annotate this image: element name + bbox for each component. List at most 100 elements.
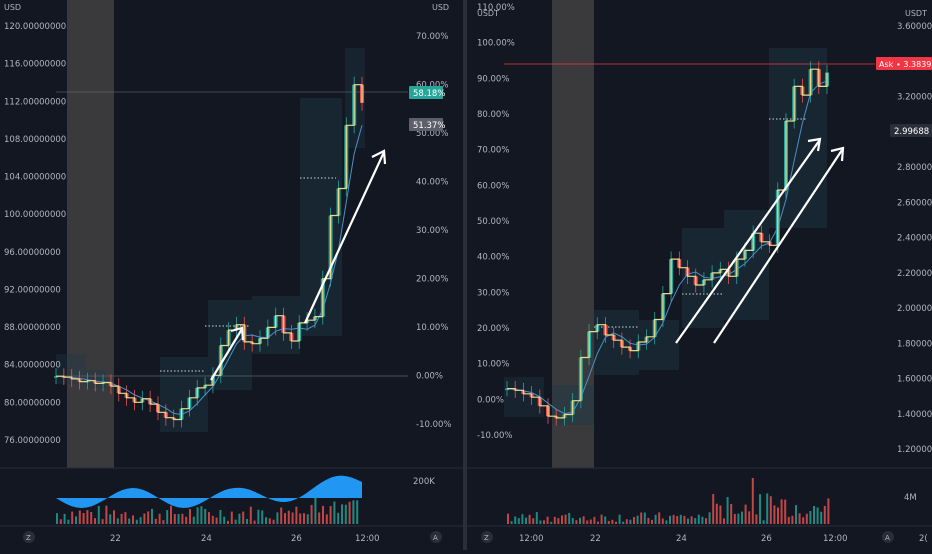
right-volume-bar-15 <box>561 515 563 524</box>
right-volume-bar-58 <box>715 503 718 524</box>
left-volume-bar-41 <box>211 515 214 524</box>
left-candle-0 <box>54 376 58 378</box>
right-time-tick-5: 12:00 <box>823 534 848 544</box>
left-volume-bar-60 <box>284 513 286 524</box>
right-ask-badge-label: Ask ∙ 3.38395 <box>879 60 932 69</box>
left-volume-bar-50 <box>246 519 248 524</box>
left-volume-bar-58 <box>276 512 279 524</box>
right-price-tick-5: 2.60000 <box>897 198 932 208</box>
right-pct-tick-7: 40.00% <box>477 253 509 263</box>
left-price-tick-5: 100.00000000 <box>4 210 66 220</box>
left-volume-bar-59 <box>280 507 283 524</box>
right-volume-bar-63 <box>733 513 736 524</box>
right-volume-bar-64 <box>737 513 740 524</box>
left-volume-bar-8 <box>86 510 89 524</box>
left-volume-bar-35 <box>189 509 191 524</box>
right-auto-scale-icon[interactable]: A <box>882 531 894 543</box>
right-auto-letter: A <box>885 534 890 542</box>
right-volume-bar-52 <box>694 518 697 524</box>
left-volume-bar-33 <box>181 513 184 524</box>
right-volume-bar-61 <box>726 497 729 524</box>
right-price-tick-0: 3.60000 <box>897 22 932 32</box>
left-volume-bar-43 <box>219 510 222 524</box>
right-volume-bar-59 <box>719 505 722 524</box>
left-currency-label-right: USD <box>432 3 449 12</box>
right-volume-bar-78 <box>787 516 790 524</box>
right-volume-bar-37 <box>640 512 643 524</box>
left-volume-bar-5 <box>75 516 77 524</box>
right-volume-bar-26 <box>600 514 603 524</box>
right-volume-bar-35 <box>633 517 635 524</box>
right-time-tick-6: 2( <box>919 534 928 544</box>
right-volume-bar-60 <box>723 518 725 524</box>
left-volume-bar-44 <box>223 516 226 524</box>
right-volume-bar-65 <box>741 511 743 524</box>
right-percent-axis[interactable]: 110.00% 100.00% 90.00% 80.00% 70.00% 60.00% 50… <box>477 3 515 441</box>
left-chart-pane[interactable]: 120.00000000 116.00000000 112.00000000 108.… <box>0 0 463 550</box>
left-zoom-icon[interactable]: Z <box>23 531 35 543</box>
left-chart-svg[interactable]: 120.00000000 116.00000000 112.00000000 108.… <box>0 0 463 550</box>
right-price-tick-9: 1.80000 <box>897 339 932 349</box>
right-pct-tick-4: 70.00% <box>477 146 509 156</box>
right-volume-bar-53 <box>697 514 700 524</box>
right-price-tick-12: 1.20000 <box>897 445 932 455</box>
left-volume-bar-20 <box>132 515 134 524</box>
right-price-tick-7: 2.20000 <box>897 269 932 279</box>
left-price-tick-4: 104.00000000 <box>4 173 66 183</box>
right-currency-label-right: USDT <box>905 9 927 18</box>
right-chart-pane[interactable]: 110.00% 100.00% 90.00% 80.00% 70.00% 60.00% 50… <box>467 0 932 550</box>
right-volume-bar-79 <box>791 515 794 524</box>
right-pct-tick-3: 80.00% <box>477 110 509 120</box>
left-volume-bar-12 <box>101 519 104 524</box>
right-pct-tick-8: 30.00% <box>477 288 509 298</box>
right-volume-bar-46 <box>672 514 675 524</box>
right-price-tick-11: 1.40000 <box>897 410 932 420</box>
left-volume-bar-68 <box>314 497 317 524</box>
left-arrow-1 <box>210 326 245 381</box>
right-currency-label-left: USDT <box>477 9 499 18</box>
left-price-axis[interactable]: 120.00000000 116.00000000 112.00000000 108.… <box>4 22 66 446</box>
right-volume-bar-9 <box>539 520 542 524</box>
left-percent-axis[interactable]: 70.00% 60.00% 50.00% 40.00% 30.00% 20.00% 10.0… <box>416 32 451 430</box>
pane-divider[interactable] <box>463 0 467 550</box>
left-volume-bar-56 <box>268 518 271 524</box>
left-pct-tick-1: 60.00% <box>416 81 448 91</box>
left-range-boxes <box>56 48 365 432</box>
right-volume-bar-32 <box>622 521 625 524</box>
right-volume-bar-27 <box>604 516 607 524</box>
left-volume-bar-17 <box>120 513 123 524</box>
left-price-tick-8: 88.00000000 <box>4 323 61 333</box>
left-volume-bar-13 <box>105 505 108 524</box>
right-volume-bar-57 <box>712 494 715 524</box>
right-time-tick-2: 22 <box>590 534 601 544</box>
right-volume-bar-30 <box>615 521 617 524</box>
left-volume-bar-0 <box>56 513 58 524</box>
right-volume-bar-5 <box>525 517 527 524</box>
right-volume-bar-48 <box>679 514 682 524</box>
left-volume-bar-65 <box>303 513 305 524</box>
right-chart-svg[interactable]: 110.00% 100.00% 90.00% 80.00% 70.00% 60.00% 50… <box>467 0 932 550</box>
left-volume-bar-45 <box>227 520 229 524</box>
left-currency-label-left: USD <box>4 3 21 12</box>
left-badge-bottom: 51.37% <box>409 118 445 131</box>
right-volume-bar-89 <box>827 498 830 524</box>
left-volume-bar-71 <box>325 514 328 524</box>
left-badge-top: 58.18% <box>409 86 445 99</box>
right-volume-bar-68 <box>751 478 754 524</box>
right-volume-bar-1 <box>510 521 513 524</box>
right-volume-bar-31 <box>618 514 621 524</box>
right-volume-bar-12 <box>550 521 553 524</box>
right-volume-tick: 4M <box>904 493 917 503</box>
right-volume-bar-42 <box>658 512 661 524</box>
left-price-tick-3: 108.00000000 <box>4 135 66 145</box>
left-volume-bar-3 <box>67 519 70 524</box>
left-volume-bar-2 <box>63 513 66 524</box>
right-price-tick-6: 2.40000 <box>897 234 932 244</box>
right-zoom-icon[interactable]: Z <box>481 531 493 543</box>
left-auto-scale-icon[interactable]: A <box>430 531 442 543</box>
left-price-tick-7: 92.00000000 <box>4 286 61 296</box>
right-pct-tick-0: 110.00% <box>477 3 515 13</box>
left-volume-bar-54 <box>261 510 264 524</box>
left-volume-bar-28 <box>162 520 165 524</box>
right-moving-average <box>506 80 828 415</box>
